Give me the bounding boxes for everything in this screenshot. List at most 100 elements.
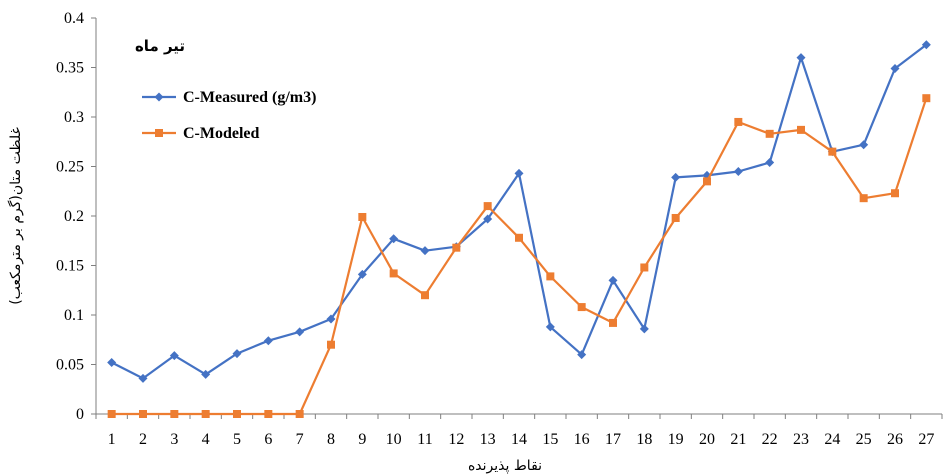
legend-marker-modeled [155,129,163,137]
y-tick-label: 0.15 [56,258,84,275]
x-tick-label: 7 [296,431,304,448]
y-tick-label: 0.35 [56,60,84,77]
data-point-modeled [327,340,335,349]
data-point-modeled [577,303,586,312]
y-tick-label: 0.25 [56,159,84,176]
data-point-modeled [765,129,774,138]
data-point-modeled [546,272,555,281]
x-tick-label: 23 [793,431,809,448]
legend-label-measured: C-Measured (g/m3) [183,89,316,106]
x-tick-label: 26 [887,431,903,448]
data-point-measured [639,324,649,334]
data-point-measured [577,350,587,360]
data-point-measured [733,166,743,176]
data-point-modeled [358,212,367,221]
x-tick-label: 4 [202,431,210,448]
data-point-measured [859,140,869,150]
data-point-modeled [170,410,179,418]
data-point-modeled [609,318,617,327]
y-tick-label: 0.1 [64,307,84,324]
data-point-measured [326,314,336,324]
data-point-measured [201,369,211,379]
data-point-measured [295,327,305,337]
series-modeled [107,94,931,418]
data-point-modeled [421,291,429,300]
x-tick-label: 9 [358,431,366,448]
legend-item-modeled: C-Modeled [142,125,260,142]
data-point-modeled [828,147,837,156]
data-point-measured [545,322,555,332]
y-tick-label: 0.05 [56,357,84,374]
legend: C-Measured (g/m3) C-Modeled [142,89,316,142]
data-point-measured [765,158,775,168]
data-point-modeled [201,410,210,418]
x-tick-label: 16 [574,431,590,448]
x-tick-label: 5 [233,431,241,448]
data-point-measured [169,351,179,361]
x-tick-label: 1 [108,431,116,448]
x-tick-label: 14 [511,431,527,448]
data-point-measured [796,53,806,63]
legend-label-modeled: C-Modeled [183,125,260,142]
data-point-modeled [233,410,241,418]
data-point-modeled [515,233,523,242]
x-tick-label: 19 [668,431,684,448]
x-axis-title: نقاط پذیرنده [468,458,542,474]
x-tick-label: 22 [762,431,778,448]
data-point-modeled [139,410,147,418]
x-tick-label: 27 [918,431,934,448]
x-tick-label: 2 [139,431,147,448]
data-point-modeled [640,263,649,272]
x-tick-label: 8 [327,431,335,448]
data-point-measured [921,40,931,50]
x-tick-label: 21 [730,431,746,448]
y-ticks: 0 0.05 0.1 0.15 0.2 0.25 0.3 0.35 0.4 [56,10,96,423]
x-tick-label: 12 [448,431,464,448]
data-point-modeled [295,410,304,418]
x-tick-label: 13 [480,431,496,448]
data-point-modeled [859,194,868,203]
x-tick-label: 25 [856,431,872,448]
data-point-measured [514,168,524,178]
x-ticks: 1 2 3 4 5 6 7 8 9 10 11 12 13 14 15 16 17 18 19 20 21 22 23 24 2… [95,414,943,448]
data-point-modeled [389,269,398,278]
data-point-measured [890,63,900,73]
series-line-modeled [111,97,928,416]
data-point-modeled [671,213,680,222]
data-point-modeled [264,410,273,418]
data-point-modeled [797,125,805,134]
x-tick-label: 3 [170,431,178,448]
x-tick-label: 24 [824,431,840,448]
data-point-modeled [483,202,492,211]
data-point-measured [608,275,618,285]
y-tick-label: 0 [76,406,84,423]
data-point-modeled [703,177,711,186]
data-point-measured [420,246,430,256]
series-measured [107,40,931,383]
legend-item-measured: C-Measured (g/m3) [142,89,316,106]
data-point-measured [107,358,117,368]
data-point-modeled [452,243,461,252]
y-axis-title: غلظت متان(گرم بر مترمکعب) [7,127,24,305]
y-tick-label: 0.3 [64,109,84,126]
data-point-measured [232,349,242,359]
data-point-measured [389,234,399,244]
y-tick-label: 0.4 [64,10,84,27]
x-tick-label: 6 [264,431,272,448]
data-point-modeled [891,189,899,198]
data-point-measured [138,373,148,383]
data-point-measured [671,172,681,182]
x-tick-label: 11 [417,431,432,448]
x-tick-label: 10 [386,431,402,448]
data-point-measured [483,214,493,224]
data-point-modeled [734,117,743,126]
data-point-modeled [107,410,116,418]
chart-annotation: تیر ماه [135,37,185,55]
data-point-modeled [922,94,931,103]
data-point-measured [357,269,367,279]
x-tick-label: 18 [636,431,652,448]
data-point-measured [263,336,273,346]
